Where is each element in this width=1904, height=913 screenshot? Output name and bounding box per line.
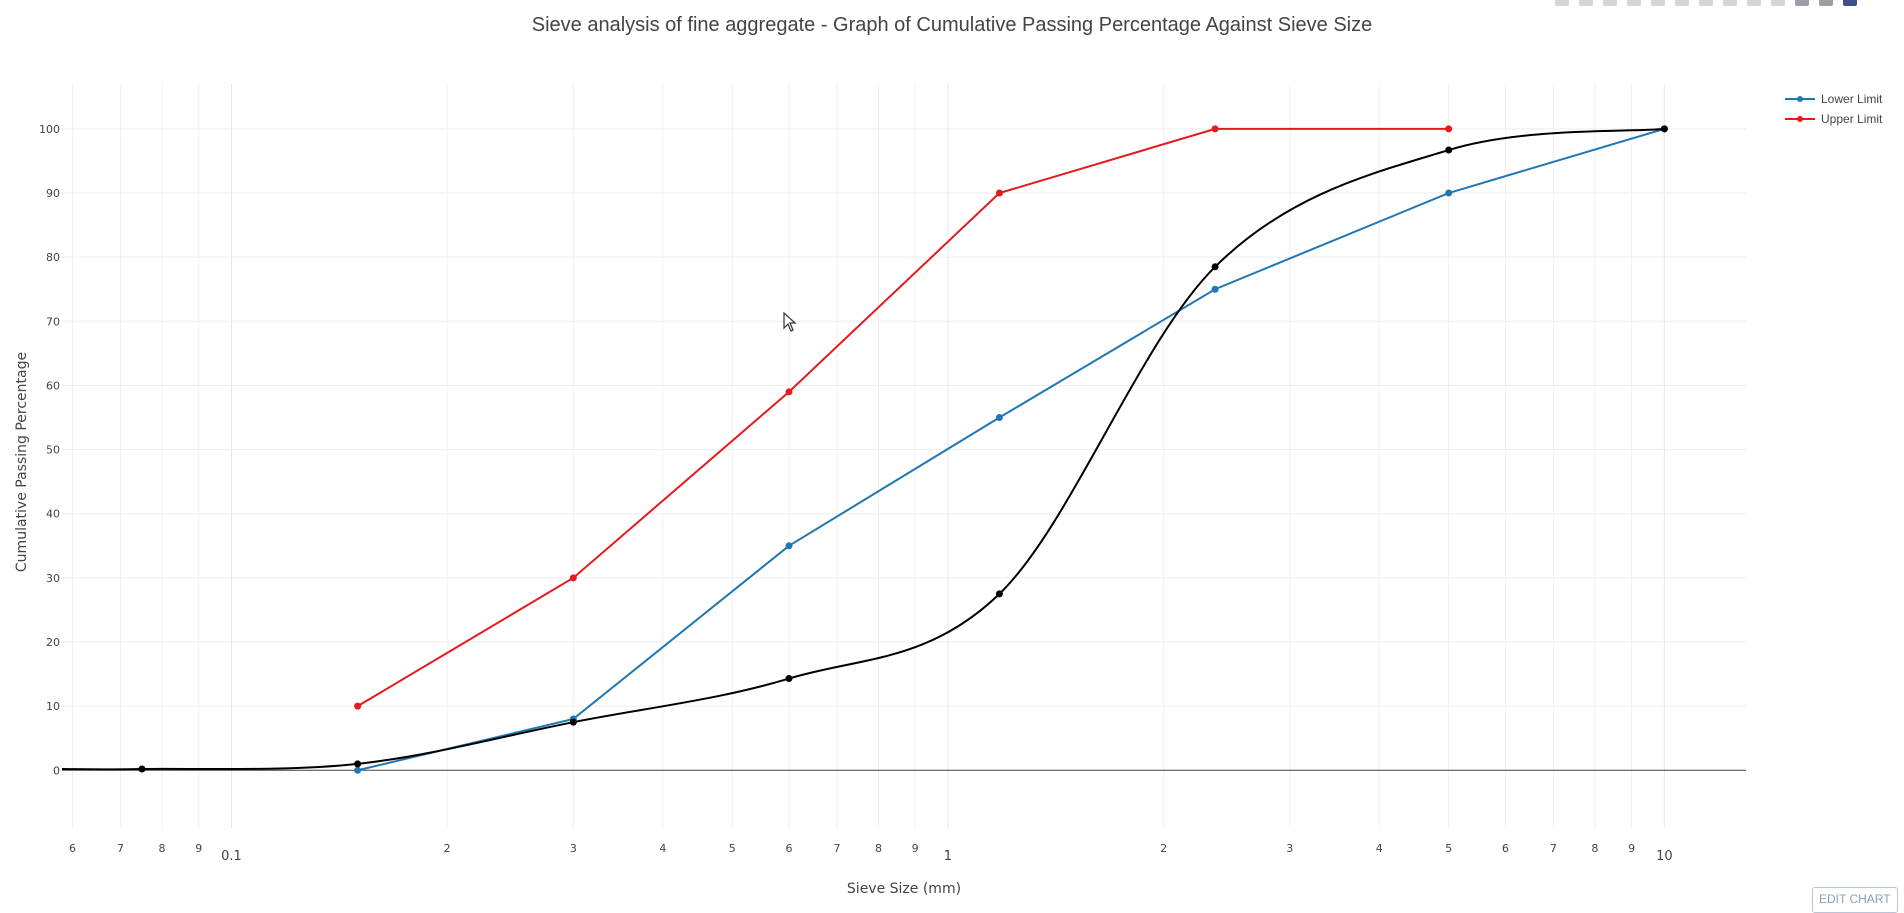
legend-label: Upper Limit bbox=[1821, 112, 1883, 126]
y-tick-label: 40 bbox=[46, 508, 60, 521]
x-tick-label: 9 bbox=[195, 842, 202, 855]
x-tick-label: 8 bbox=[875, 842, 882, 855]
upper-limit-point bbox=[1211, 125, 1219, 133]
grading-curve-point bbox=[354, 760, 362, 768]
pan-icon[interactable] bbox=[1603, 0, 1617, 6]
lower-limit-point bbox=[785, 542, 793, 550]
edit-chart-button[interactable]: EDIT CHART bbox=[1812, 887, 1898, 913]
upper-limit-point bbox=[354, 702, 362, 710]
y-tick-label: 70 bbox=[46, 315, 60, 328]
x-tick-label: 7 bbox=[1550, 842, 1557, 855]
x-tick-label: 4 bbox=[659, 842, 666, 855]
x-tick-label: 5 bbox=[729, 842, 736, 855]
grid-layer bbox=[62, 84, 1746, 828]
lower-limit-point bbox=[1211, 285, 1219, 293]
y-tick-label: 100 bbox=[39, 123, 60, 136]
upper-limit-point bbox=[785, 388, 793, 396]
x-tick-label: 9 bbox=[912, 842, 919, 855]
y-tick-label: 90 bbox=[46, 187, 60, 200]
spike-lines-icon[interactable] bbox=[1771, 0, 1785, 6]
x-tick-label: 2 bbox=[1160, 842, 1167, 855]
x-tick-label: 6 bbox=[785, 842, 792, 855]
x-tick-label: 6 bbox=[69, 842, 76, 855]
reset-axes-icon[interactable] bbox=[1747, 0, 1761, 6]
grading-curve-point bbox=[569, 718, 577, 726]
y-axis-title: Cumulative Passing Percentage bbox=[14, 352, 30, 572]
upper-limit-point bbox=[569, 574, 577, 582]
plotly-logo-icon[interactable] bbox=[1843, 0, 1857, 6]
y-tick-label: 50 bbox=[46, 444, 60, 457]
y-tick-labels: 0 10 20 30 40 50 60 70 80 90 100 bbox=[39, 123, 60, 777]
grading-curve-line bbox=[61, 127, 1665, 771]
legend-item[interactable]: Upper Limit bbox=[1783, 109, 1882, 129]
zoom-out-icon[interactable] bbox=[1699, 0, 1713, 6]
legend-swatch-icon bbox=[1785, 96, 1815, 102]
autoscale-icon[interactable] bbox=[1723, 0, 1737, 6]
y-tick-label: 10 bbox=[46, 700, 60, 713]
x-tick-label: 8 bbox=[1591, 842, 1598, 855]
grading-curve-point bbox=[785, 675, 793, 683]
x-tick-label: 0.1 bbox=[221, 849, 242, 864]
x-tick-label: 2 bbox=[444, 842, 451, 855]
x-tick-label: 3 bbox=[1286, 842, 1293, 855]
x-tick-label: 8 bbox=[159, 842, 166, 855]
legend-label: Lower Limit bbox=[1821, 92, 1883, 106]
upper-limit-point bbox=[1445, 125, 1453, 133]
box-select-icon[interactable] bbox=[1627, 0, 1641, 6]
grading-curve-point bbox=[1445, 146, 1453, 154]
chart-title: Sieve analysis of fine aggregate - Graph… bbox=[531, 14, 1373, 36]
x-tick-label: 5 bbox=[1445, 842, 1452, 855]
y-tick-label: 0 bbox=[53, 764, 60, 777]
lower-limit-point bbox=[354, 766, 362, 774]
zoom-icon[interactable] bbox=[1579, 0, 1593, 6]
zoom-in-icon[interactable] bbox=[1675, 0, 1689, 6]
y-tick-label: 60 bbox=[46, 379, 60, 392]
grading-curve-point bbox=[995, 590, 1003, 598]
x-tick-label: 1 bbox=[944, 849, 952, 864]
camera-icon[interactable] bbox=[1555, 0, 1569, 6]
lower-limit-point bbox=[995, 414, 1003, 422]
x-tick-label: 7 bbox=[117, 842, 124, 855]
y-tick-label: 30 bbox=[46, 572, 60, 585]
x-axis-title: Sieve Size (mm) bbox=[847, 881, 961, 897]
mouse-cursor-icon bbox=[783, 312, 797, 332]
x-tick-label: 6 bbox=[1502, 842, 1509, 855]
grading-curve-point bbox=[1660, 125, 1668, 133]
y-tick-label: 80 bbox=[46, 251, 60, 264]
x-tick-label: 9 bbox=[1628, 842, 1635, 855]
legend: Lower Limit Upper Limit bbox=[1783, 89, 1882, 129]
legend-item[interactable]: Lower Limit bbox=[1783, 89, 1882, 109]
x-tick-label: 4 bbox=[1376, 842, 1383, 855]
x-tick-label: 3 bbox=[570, 842, 577, 855]
hover-closest-icon[interactable] bbox=[1795, 0, 1809, 6]
upper-limit-point bbox=[995, 189, 1003, 197]
series-layer bbox=[61, 125, 1668, 774]
hover-compare-icon[interactable] bbox=[1819, 0, 1833, 6]
x-tick-labels: 6 7 8 9 2 3 4 5 6 7 8 9 2 3 4 5 6 7 8 9 0.1 1 10 bbox=[69, 842, 1673, 864]
x-tick-label: 10 bbox=[1656, 849, 1673, 864]
upper-limit-line bbox=[357, 127, 1449, 707]
modebar-toolbar bbox=[1555, 0, 1857, 6]
x-tick-label: 7 bbox=[833, 842, 840, 855]
lasso-icon[interactable] bbox=[1651, 0, 1665, 6]
grading-curve-point bbox=[138, 765, 146, 773]
lower-limit-point bbox=[1445, 189, 1453, 197]
grading-curve-point bbox=[1211, 263, 1219, 271]
y-tick-label: 20 bbox=[46, 636, 60, 649]
legend-swatch-icon bbox=[1785, 116, 1815, 122]
